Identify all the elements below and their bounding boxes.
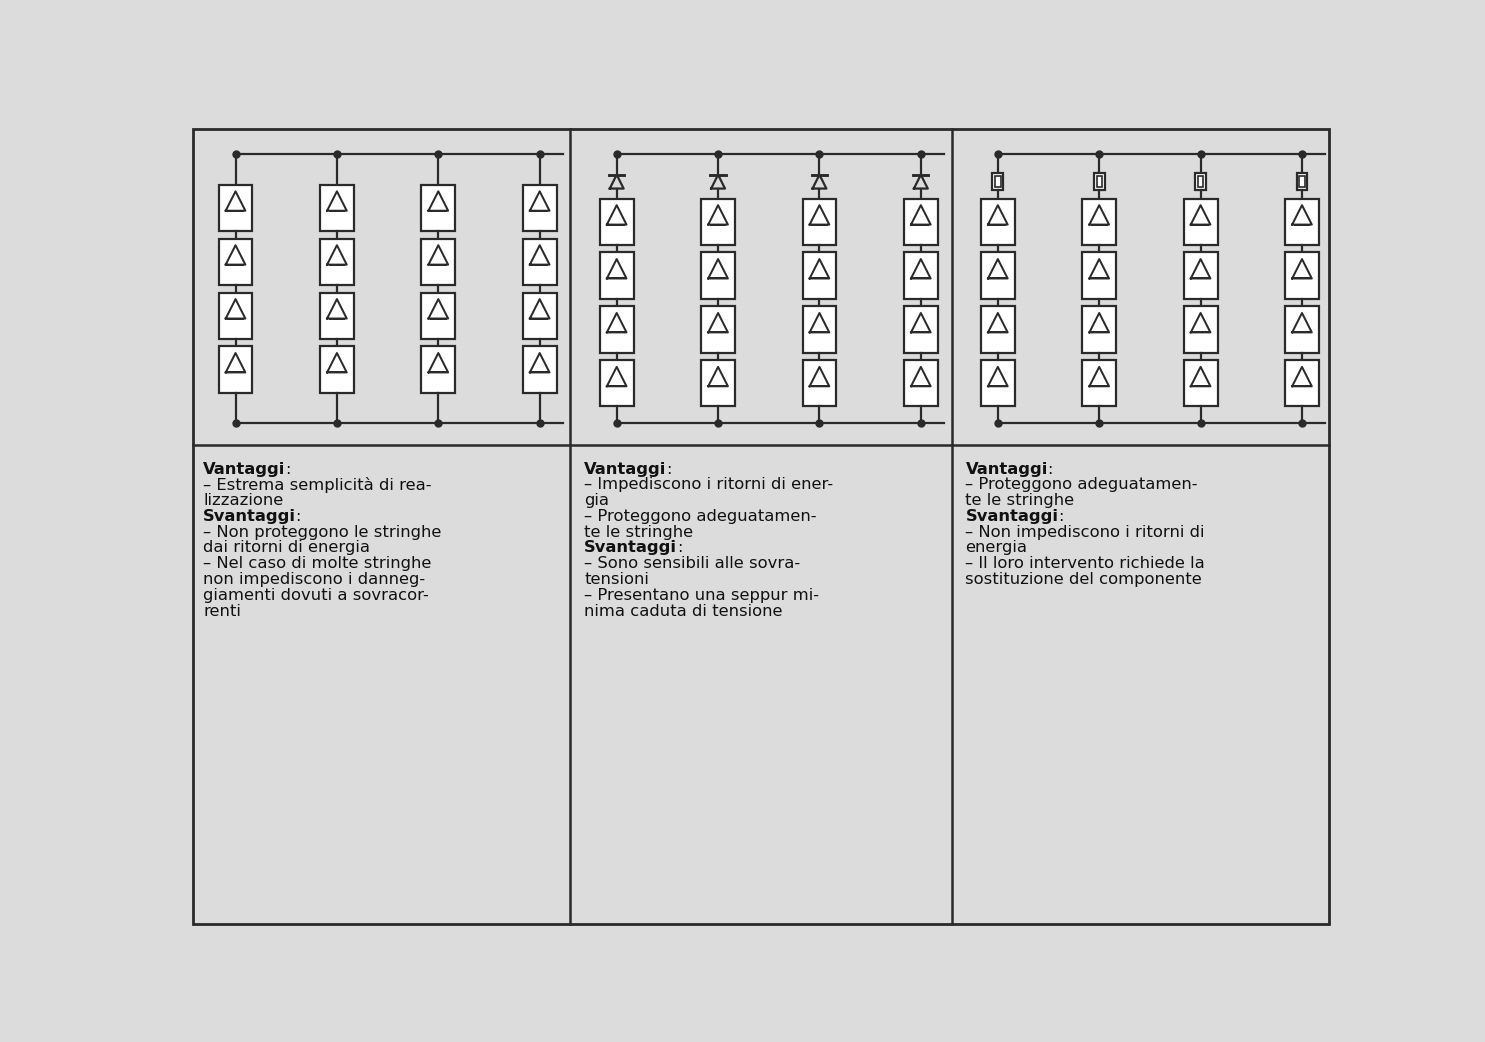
Bar <box>422 346 456 393</box>
Text: – Non impediscono i ritorni di: – Non impediscono i ritorni di <box>965 525 1204 540</box>
Bar <box>982 199 1014 245</box>
Text: te le stringhe: te le stringhe <box>965 493 1075 508</box>
Bar <box>1083 361 1117 406</box>
Bar <box>218 239 252 284</box>
Bar <box>1184 252 1218 299</box>
Text: – Proteggono adeguatamen-: – Proteggono adeguatamen- <box>965 477 1198 492</box>
Text: :: : <box>677 541 682 555</box>
Bar <box>982 306 1014 352</box>
Bar <box>218 346 252 393</box>
Bar <box>319 184 353 231</box>
Bar <box>904 361 939 406</box>
Bar <box>904 306 939 352</box>
Bar <box>319 346 353 393</box>
Text: renti: renti <box>203 603 241 619</box>
Bar <box>218 184 252 231</box>
Bar <box>1083 199 1117 245</box>
Text: Vantaggi: Vantaggi <box>585 462 667 476</box>
Bar <box>319 293 353 339</box>
Text: :: : <box>667 462 671 476</box>
Bar <box>1195 173 1206 190</box>
Bar <box>422 184 456 231</box>
Bar <box>600 361 634 406</box>
Bar <box>1285 252 1319 299</box>
Bar <box>1285 199 1319 245</box>
Bar <box>1299 176 1305 188</box>
Bar <box>1184 199 1218 245</box>
Text: – Sono sensibili alle sovra-: – Sono sensibili alle sovra- <box>585 556 800 571</box>
Bar <box>1285 306 1319 352</box>
Bar <box>218 293 252 339</box>
Text: sostituzione del componente: sostituzione del componente <box>965 572 1203 587</box>
Text: Svantaggi: Svantaggi <box>203 508 296 524</box>
Text: :: : <box>1057 508 1063 524</box>
Text: – Il loro intervento richiede la: – Il loro intervento richiede la <box>965 556 1206 571</box>
Bar <box>600 252 634 299</box>
Bar <box>802 361 836 406</box>
Bar <box>701 306 735 352</box>
Bar <box>701 199 735 245</box>
Bar <box>1184 306 1218 352</box>
Text: Vantaggi: Vantaggi <box>965 462 1048 476</box>
Bar <box>422 293 456 339</box>
Bar <box>802 306 836 352</box>
Bar <box>1296 173 1307 190</box>
Text: Svantaggi: Svantaggi <box>965 508 1059 524</box>
Bar <box>600 306 634 352</box>
Text: – Non proteggono le stringhe: – Non proteggono le stringhe <box>203 525 441 540</box>
Text: dai ritorni di energia: dai ritorni di energia <box>203 541 370 555</box>
Bar <box>701 252 735 299</box>
Text: – Estrema semplicità di rea-: – Estrema semplicità di rea- <box>203 477 432 493</box>
Bar <box>523 293 557 339</box>
Text: nima caduta di tensione: nima caduta di tensione <box>585 603 783 619</box>
Bar <box>1083 252 1117 299</box>
Bar <box>992 173 1004 190</box>
Bar <box>600 199 634 245</box>
Bar <box>523 184 557 231</box>
Text: – Impediscono i ritorni di ener-: – Impediscono i ritorni di ener- <box>585 477 833 492</box>
Bar <box>982 361 1014 406</box>
Text: – Nel caso di molte stringhe: – Nel caso di molte stringhe <box>203 556 432 571</box>
Bar <box>995 176 1001 188</box>
Text: non impediscono i danneg-: non impediscono i danneg- <box>203 572 425 587</box>
Bar <box>982 252 1014 299</box>
Text: giamenti dovuti a sovracor-: giamenti dovuti a sovracor- <box>203 588 429 603</box>
Text: lizzazione: lizzazione <box>203 493 284 508</box>
Bar <box>523 239 557 284</box>
Bar <box>319 239 353 284</box>
Bar <box>1198 176 1203 188</box>
Bar <box>802 199 836 245</box>
Bar <box>1184 361 1218 406</box>
Text: – Proteggono adeguatamen-: – Proteggono adeguatamen- <box>585 508 817 524</box>
Text: tensioni: tensioni <box>585 572 649 587</box>
Bar <box>802 252 836 299</box>
Text: :: : <box>285 462 291 476</box>
Text: Svantaggi: Svantaggi <box>585 541 677 555</box>
Bar <box>904 199 939 245</box>
Bar <box>422 239 456 284</box>
Bar <box>904 252 939 299</box>
Bar <box>1285 361 1319 406</box>
Text: energia: energia <box>965 541 1028 555</box>
Text: te le stringhe: te le stringhe <box>585 525 693 540</box>
Text: – Presentano una seppur mi-: – Presentano una seppur mi- <box>585 588 820 603</box>
Bar <box>1094 173 1105 190</box>
Text: :: : <box>296 508 301 524</box>
Bar <box>1096 176 1102 188</box>
Text: :: : <box>1047 462 1053 476</box>
Text: gia: gia <box>585 493 609 508</box>
Bar <box>1083 306 1117 352</box>
Bar <box>701 361 735 406</box>
Text: Vantaggi: Vantaggi <box>203 462 285 476</box>
Bar <box>523 346 557 393</box>
